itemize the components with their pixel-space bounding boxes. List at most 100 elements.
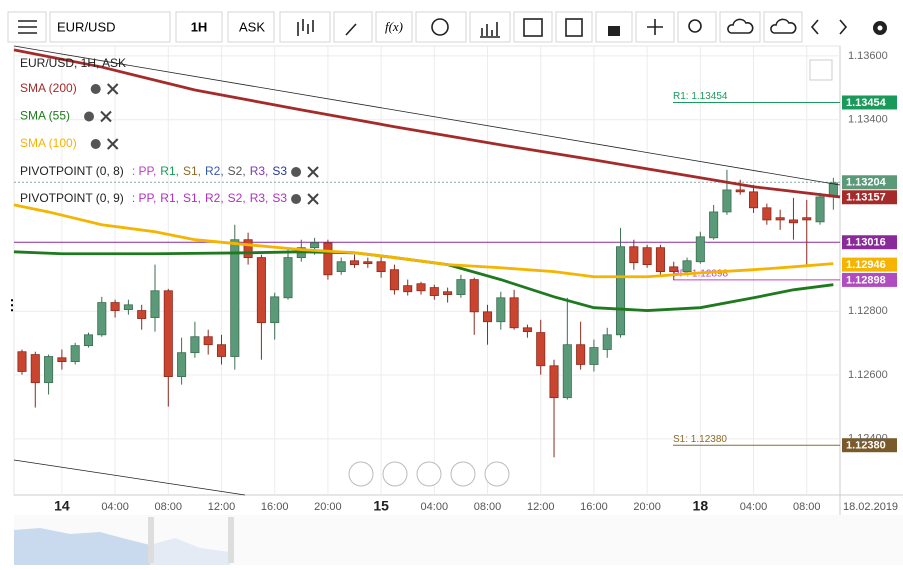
scroll-left[interactable] [348, 461, 374, 487]
candle-body [256, 257, 266, 324]
price-tag-label: 1.12946 [846, 259, 886, 271]
candle-body [482, 311, 493, 323]
navigator-area [150, 538, 230, 565]
candle-body [496, 297, 506, 323]
doc-button[interactable] [555, 11, 593, 43]
candle-body [589, 347, 599, 365]
candle-body [642, 247, 652, 265]
x-tick-label: 20:00 [314, 501, 342, 513]
navigator-area [14, 528, 150, 565]
candle-body [562, 344, 572, 399]
settings-icon[interactable] [84, 111, 95, 122]
settings-icon[interactable] [90, 84, 101, 94]
timeframe-button[interactable] [175, 11, 223, 43]
price-tag [842, 95, 897, 110]
candle-body [749, 191, 759, 209]
price-tag-label: 1.13454 [846, 97, 887, 109]
price-tag [842, 175, 897, 190]
y-tick-label: 1.13600 [848, 50, 888, 62]
legend-part: R3, [250, 191, 269, 205]
candle-body [123, 304, 133, 310]
zoom-button[interactable] [677, 11, 717, 43]
candle-body [230, 239, 240, 357]
remove-icon[interactable] [100, 110, 112, 123]
menu-icon [18, 20, 37, 34]
candle-body [429, 287, 439, 296]
x-tick-label: 16:00 [261, 501, 289, 513]
candle-body [722, 189, 732, 213]
chart-type-button[interactable] [279, 11, 331, 43]
legend-entry: SMA (100) [20, 136, 77, 150]
navigator-handle[interactable] [228, 517, 234, 563]
info-icon [431, 18, 449, 36]
candle-body [735, 189, 745, 193]
side-button[interactable] [227, 11, 275, 43]
next-button[interactable] [839, 19, 848, 35]
legend-part: : PP, [132, 164, 156, 178]
legend-part: S2, [228, 164, 246, 178]
sma-line [13, 250, 834, 312]
remove-icon[interactable] [106, 138, 119, 150]
legend-part: S1, [183, 191, 201, 205]
reset[interactable] [416, 461, 442, 487]
sma-line [13, 48, 841, 199]
sma-line [13, 203, 834, 279]
trend-line [13, 459, 246, 496]
legend: EUR/USD, 1H, ASK SMA (200) SMA (55) SMA (10… [20, 56, 319, 205]
settings-icon[interactable] [291, 194, 302, 204]
zoom-out[interactable] [382, 461, 408, 487]
zoom-in[interactable] [450, 461, 476, 487]
candle-body [44, 356, 54, 384]
candle-body [509, 297, 519, 329]
zoom-controls [348, 461, 510, 487]
candle-body [216, 344, 227, 357]
info-button[interactable] [415, 11, 467, 43]
candle-body [695, 236, 705, 263]
settings-hole [877, 25, 883, 31]
candle-body [97, 302, 107, 336]
remove-icon[interactable] [307, 193, 319, 205]
x-tick-label: 04:00 [740, 501, 768, 513]
price-tags: 1.13454 1.13204 1.13157 1.13016 1.12946 1.128… [842, 95, 897, 453]
legend-part: R3, [250, 164, 269, 178]
settings-icon[interactable] [90, 139, 101, 149]
remove-icon[interactable] [106, 83, 119, 95]
lock-icon [608, 26, 620, 36]
prev-button[interactable] [810, 19, 819, 35]
settings-icon[interactable] [291, 167, 302, 177]
candle-body [456, 279, 466, 295]
legend-entry: PIVOTPOINT (0, 9) [20, 191, 124, 205]
legend-entry: SMA (200) [20, 81, 77, 95]
calendar-button[interactable] [513, 11, 553, 43]
scroll-right[interactable] [484, 461, 510, 487]
resize-handle[interactable]: ⋮ [5, 297, 19, 313]
candle-body [376, 261, 386, 273]
price-tag [842, 272, 897, 287]
candle-body [416, 283, 426, 292]
doc-icon [565, 18, 583, 37]
navigator-handle[interactable] [148, 517, 154, 563]
price-tag-label: 1.12898 [846, 274, 886, 286]
candle-body [150, 290, 160, 318]
legend-part: S1, [183, 164, 201, 178]
candle-body [349, 260, 360, 265]
x-tick-label: 04:00 [421, 501, 449, 513]
candle-body [682, 260, 692, 273]
remove-icon[interactable] [307, 166, 319, 178]
legend-part: R2, [205, 191, 224, 205]
cloud-down-icon [770, 18, 797, 34]
legend-part: R2, [205, 164, 224, 178]
pencil-icon [345, 23, 357, 36]
candle-body [709, 211, 719, 239]
chart-type-icon [297, 19, 314, 36]
candle-body [549, 365, 559, 399]
candle-body [443, 291, 453, 295]
upload-button[interactable] [719, 11, 761, 43]
fx-button[interactable] [375, 11, 413, 43]
symbol-select[interactable] [49, 11, 171, 43]
x-tick-label: 12:00 [208, 501, 236, 513]
candle-body [802, 217, 812, 221]
expand-button[interactable] [809, 59, 833, 81]
date-label: 18.02.2019 [843, 501, 898, 513]
cloud-up-icon [727, 18, 754, 34]
